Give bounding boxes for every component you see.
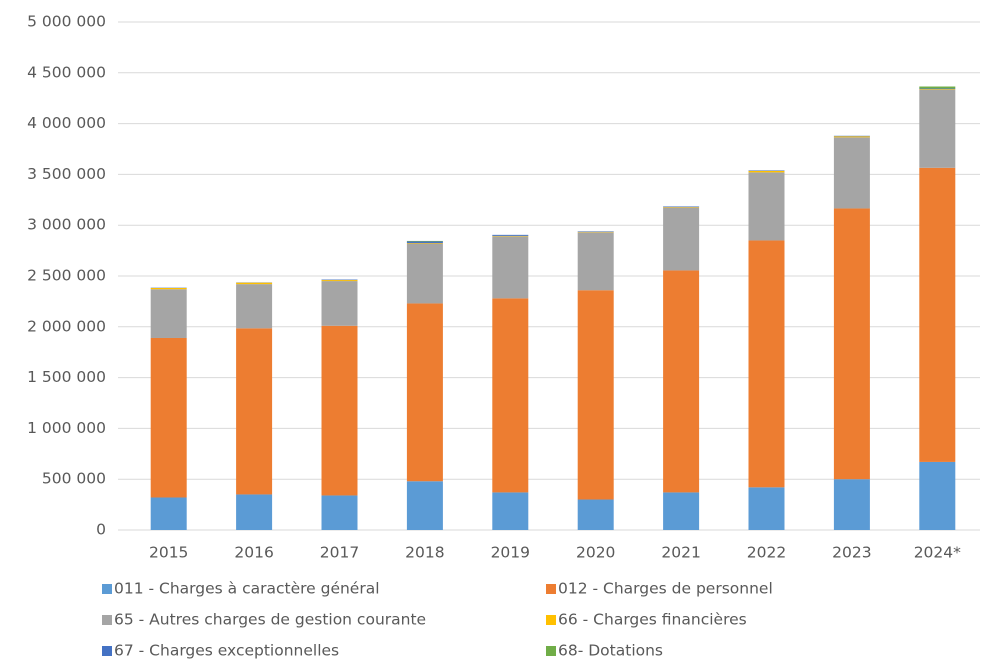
bar-segment — [492, 298, 529, 493]
bar-segment — [406, 241, 443, 243]
legend-swatch — [102, 584, 112, 594]
y-tick-label: 1 000 000 — [27, 419, 106, 437]
bar-segment — [492, 235, 529, 237]
legend-label: 011 - Charges à caractère général — [114, 580, 380, 598]
y-tick-label: 3 500 000 — [27, 165, 106, 183]
x-tick-label: 2023 — [832, 544, 871, 562]
x-tick-label: 2024* — [914, 544, 961, 562]
bar-segment — [492, 492, 529, 530]
bar-segment — [321, 280, 358, 282]
legend-swatch — [546, 646, 556, 656]
bar-segment — [236, 282, 273, 285]
bar-segment — [577, 231, 614, 233]
bar-segment — [748, 172, 785, 241]
bar-segment — [321, 281, 358, 326]
bar-segment — [919, 86, 956, 89]
bar-segment — [663, 492, 700, 530]
bar-segment — [919, 167, 956, 462]
bar-segment — [492, 236, 529, 299]
legend-swatch — [546, 615, 556, 625]
bar-segment — [406, 240, 443, 242]
bar-segment — [833, 479, 870, 530]
y-tick-label: 4 000 000 — [27, 114, 106, 132]
bar-segment — [919, 89, 956, 90]
bar-segment — [236, 494, 273, 530]
y-tick-label: 3 000 000 — [27, 216, 106, 234]
bar-segment — [150, 287, 187, 290]
bar-segment — [663, 207, 700, 271]
bar-segment — [833, 208, 870, 480]
legend-swatch — [546, 584, 556, 594]
bar-segment — [492, 234, 529, 236]
y-tick-label: 5 000 000 — [27, 13, 106, 31]
bar-segment — [577, 290, 614, 500]
bar-segment — [919, 461, 956, 530]
bar-segment — [748, 240, 785, 488]
legend-label: 65 - Autres charges de gestion courante — [114, 611, 426, 629]
bar-segment — [150, 337, 187, 498]
legend-swatch — [102, 615, 112, 625]
bar-segment — [663, 206, 700, 208]
legend-label: 66 - Charges financières — [558, 611, 747, 629]
bar-segment — [919, 89, 956, 168]
x-tick-label: 2018 — [405, 544, 444, 562]
bar-segment — [748, 170, 785, 171]
bar-segment — [236, 328, 273, 495]
y-tick-label: 500 000 — [42, 470, 106, 488]
bar-segment — [919, 88, 956, 90]
x-tick-label: 2016 — [234, 544, 273, 562]
y-tick-label: 2 000 000 — [27, 317, 106, 335]
x-tick-label: 2019 — [491, 544, 530, 562]
x-tick-label: 2022 — [747, 544, 786, 562]
y-tick-label: 2 500 000 — [27, 267, 106, 285]
y-tick-label: 0 — [96, 521, 106, 539]
bar-segment — [748, 170, 785, 173]
bar-segment — [321, 495, 358, 530]
y-tick-label: 1 500 000 — [27, 368, 106, 386]
bar-segment — [406, 481, 443, 530]
bar-segment — [748, 487, 785, 530]
y-tick-label: 4 500 000 — [27, 63, 106, 81]
x-tick-label: 2021 — [661, 544, 700, 562]
bar-segment — [833, 135, 870, 137]
bar-segment — [663, 270, 700, 493]
x-tick-label: 2015 — [149, 544, 188, 562]
legend-label: 012 - Charges de personnel — [558, 580, 773, 598]
bar-segment — [577, 499, 614, 530]
bar-segment — [833, 137, 870, 209]
bar-segment — [663, 206, 700, 207]
bar-segment — [150, 497, 187, 530]
x-tick-label: 2017 — [320, 544, 359, 562]
bar-segment — [236, 284, 273, 329]
bar-segment — [150, 289, 187, 338]
bar-segment — [406, 243, 443, 304]
legend-swatch — [102, 646, 112, 656]
legend-label: 67 - Charges exceptionnelles — [114, 642, 339, 660]
bar-segment — [321, 325, 358, 496]
bar-segment — [577, 232, 614, 291]
x-tick-label: 2020 — [576, 544, 615, 562]
bar-segment — [833, 136, 870, 138]
bar-segment — [406, 303, 443, 482]
legend-label: 68- Dotations — [558, 642, 663, 660]
bar-segment — [321, 279, 358, 281]
bar-segment — [577, 231, 614, 232]
bar-segment — [406, 242, 443, 244]
